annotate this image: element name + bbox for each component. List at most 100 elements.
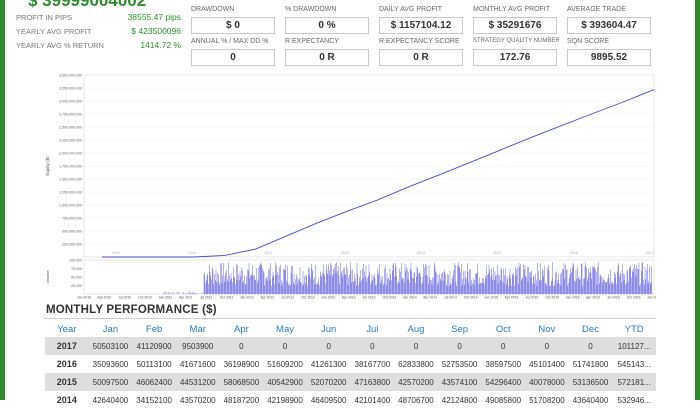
table-cell: 53136500 — [568, 373, 613, 391]
stat-label: ANNUAL % / Max DD % — [191, 38, 269, 45]
equity-year-label: 2015 — [493, 251, 501, 255]
volume-x-tick-label: Oct 2013 — [382, 296, 396, 300]
table-cell: 51708200 — [529, 395, 565, 405]
equity-year-label: 2012 — [265, 251, 273, 255]
volume-x-tick-label: Jul 2010 — [118, 296, 131, 300]
table-cell: 0 — [263, 337, 307, 355]
col-header-jun: Jun — [321, 323, 337, 335]
volume-x-tick-label: Jul 2012 — [281, 296, 294, 300]
table-cell: 42101400 — [354, 395, 391, 405]
table-cell: 41120900 — [132, 337, 176, 355]
table-cell: 43570200 — [179, 395, 216, 405]
table-cell: 0 — [525, 337, 569, 355]
volume-x-tick-label: Apr 2016 — [586, 296, 600, 300]
year-cell: 2016 — [56, 359, 77, 369]
volume-y-tick-label: 75,000 — [71, 267, 82, 271]
stat-value: 172.76 — [473, 49, 557, 66]
volume-x-tick-label: Jan 2011 — [159, 296, 173, 300]
stat-label: R EXPECTANCY — [285, 38, 339, 45]
equity-year-label: 2017 — [646, 251, 654, 255]
stat-label: AVERAGE TRADE — [567, 6, 626, 13]
stat-monthly-avg-profit: MONTHLY AVG PROFIT $ 35291676 — [473, 6, 557, 34]
stat-average-trade: AVERAGE TRADE $ 393604.47 — [567, 6, 651, 34]
table-cell: 42124800 — [441, 395, 478, 405]
table-cell: 545143... — [617, 359, 651, 369]
volume-y-tick-label: 100,000 — [69, 259, 82, 263]
table-cell: 0 — [481, 337, 526, 355]
equity-year-label: 2010 — [112, 251, 120, 255]
col-header-jan: Jan — [102, 323, 119, 335]
volume-x-tick-label: Apr 2012 — [260, 296, 274, 300]
volume-x-tick-label: Jan 2010 — [77, 296, 91, 300]
stat-strategy-quality: STRATEGY QUALITY NUMBER 172.76 — [473, 38, 560, 66]
frame-left-border — [0, 0, 5, 400]
stat-r-expectancy: R EXPECTANCY 0 R — [285, 38, 369, 66]
stat-label: STRATEGY QUALITY NUMBER — [473, 38, 560, 44]
volume-x-tick-label: Oct 2015 — [545, 296, 559, 300]
stat-value: 0 % — [285, 17, 369, 34]
stat-value: 0 — [191, 49, 275, 66]
volume-y-tick-label: 50,000 — [71, 276, 82, 280]
equity-y-tick-label: 2,750,000,000 — [59, 113, 82, 117]
table-row: 2014 42640400 34152100 43570200 48187200 4219… — [45, 391, 656, 409]
volume-x-tick-label: Oct 2012 — [301, 296, 315, 300]
table-cell: 46062400 — [132, 373, 176, 391]
volume-x-tick-label: Jul 2015 — [525, 296, 538, 300]
stat-percent-drawdown: % DRAWDOWN 0 % — [285, 6, 369, 34]
table-cell: 41671600 — [179, 359, 216, 369]
table-cell: 42570200 — [394, 373, 438, 391]
yearly-avg-profit-row: YEARLY AVG PROFIT $ 423500096 — [16, 26, 181, 36]
table-cell: 38597500 — [485, 359, 522, 369]
volume-x-tick-label: Apr 2015 — [505, 296, 519, 300]
table-cell: 38167700 — [354, 359, 391, 369]
col-header-year: Year — [57, 323, 77, 335]
equity-year-label: 2011 — [188, 251, 196, 255]
col-header-sep: Sep — [451, 323, 469, 335]
col-header-oct: Oct — [495, 323, 511, 335]
volume-x-tick-label: Jul 2013 — [363, 296, 376, 300]
table-cell: 54296400 — [481, 373, 526, 391]
col-header-ytd: YTD — [624, 323, 644, 335]
table-cell: 0 — [568, 337, 613, 355]
equity-chart-area[interactable]: 3,500,000,000 3,250,000,000 3,000,000,000 2… — [44, 72, 661, 300]
table-cell: 572181... — [612, 373, 656, 391]
table-cell: 52753500 — [441, 359, 478, 369]
summary-panel: $ 39999004002 PROFIT IN PIPS 38555.47 pi… — [10, 0, 181, 62]
stat-label: % DRAWDOWN — [285, 6, 337, 13]
table-cell: 36198900 — [223, 359, 260, 369]
table-cell: 9503900 — [175, 337, 220, 355]
col-header-apr: Apr — [233, 323, 249, 335]
volume-x-tick-label: Apr 2011 — [179, 296, 193, 300]
equity-year-label: 2013 — [341, 251, 349, 255]
col-header-nov: Nov — [538, 323, 556, 335]
yearly-avg-profit-label: YEARLY AVG PROFIT — [16, 27, 92, 36]
stat-drawdown: DRAWDOWN $ 0 — [191, 6, 275, 34]
table-cell: 51741800 — [572, 359, 609, 369]
volume-y-axis-label: Volume — [45, 270, 50, 284]
table-cell: 42640400 — [92, 395, 129, 405]
volume-x-tick-label: Jul 2014 — [444, 296, 457, 300]
table-cell: 0 — [219, 337, 264, 355]
table-cell: 41261300 — [310, 359, 347, 369]
volume-x-tick-label: Jan 2014 — [403, 296, 417, 300]
frame-right-border — [695, 0, 700, 400]
stat-sqn-score: SQN SCORE 9895.52 — [567, 38, 651, 66]
yearly-avg-return-row: YEARLY AVG % RETURN 1414.72 % — [16, 40, 181, 50]
table-cell: 34152100 — [136, 395, 172, 405]
stat-r-expectancy-score: R EXPECTANCY SCORE 0 R — [379, 38, 463, 66]
col-header-dec: Dec — [582, 323, 599, 335]
volume-x-tick-label: Apr 2010 — [97, 296, 111, 300]
equity-y-tick-label: 1,500,000,000 — [59, 178, 82, 182]
volume-x-tick-label: Oct 2014 — [464, 296, 478, 300]
equity-y-tick-label: 3,500,000,000 — [59, 74, 82, 78]
year-cell: 2014 — [56, 395, 77, 405]
stat-label: MONTHLY AVG PROFIT — [473, 6, 551, 13]
equity-line — [102, 89, 655, 258]
table-cell: 40078000 — [525, 373, 569, 391]
yearly-avg-return-value: 1414.72 % — [140, 40, 181, 50]
table-cell: 62833800 — [398, 359, 434, 369]
table-cell: 43640400 — [572, 395, 609, 405]
volume-x-tick-label: Apr 2014 — [423, 296, 437, 300]
equity-y-tick-label: 3,250,000,000 — [59, 87, 82, 91]
table-cell: 47163800 — [350, 373, 395, 391]
